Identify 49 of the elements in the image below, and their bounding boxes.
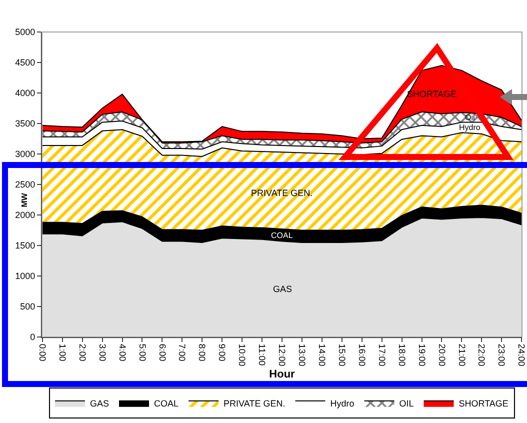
- x-tick-label: 23:00: [496, 344, 507, 366]
- x-tick-label: 11:00: [257, 344, 268, 366]
- x-tick-label: 10:00: [237, 344, 248, 366]
- x-tick-label: 4:00: [117, 344, 128, 362]
- x-tick-label: 20:00: [436, 344, 447, 366]
- legend-label: GAS: [90, 398, 110, 408]
- x-tick-label: 8:00: [197, 344, 208, 362]
- y-axis-title: MW: [20, 192, 29, 208]
- y-tick-label: 1500: [15, 240, 36, 251]
- x-tick-label: 7:00: [177, 344, 188, 362]
- y-tick-label: 1000: [15, 271, 36, 282]
- annotation: Hydro: [459, 123, 481, 132]
- y-tick-label: 5000: [15, 27, 36, 38]
- legend-label: OIL: [399, 398, 414, 408]
- x-tick-label: 22:00: [476, 344, 487, 366]
- x-tick-label: 24:00: [516, 344, 527, 366]
- x-tick-label: 12:00: [277, 344, 288, 366]
- annotation: Oil: [465, 113, 475, 122]
- y-tick-label: 3500: [15, 118, 36, 129]
- y-tick-label: 2000: [15, 210, 36, 220]
- x-tick-label: 6:00: [157, 344, 168, 362]
- annotation: SHORTAGE: [407, 89, 457, 99]
- legend-label: Hydro: [330, 398, 354, 408]
- y-tick-label: 500: [20, 302, 36, 312]
- x-axis-title: Hour: [269, 368, 296, 381]
- y-tick-label: 0: [30, 332, 36, 342]
- x-tick-label: 16:00: [356, 344, 367, 366]
- x-tick-label: 21:00: [456, 344, 467, 366]
- x-tick-label: 17:00: [376, 344, 387, 366]
- x-tick-label: 5:00: [137, 344, 148, 362]
- x-tick-label: 1:00: [57, 344, 68, 362]
- annotation: GAS: [273, 284, 292, 294]
- y-tick-label: 4500: [15, 58, 36, 68]
- legend-label: COAL: [154, 398, 179, 408]
- y-tick-label: 3000: [15, 149, 36, 160]
- x-tick-label: 18:00: [396, 344, 407, 366]
- x-tick-label: 3:00: [97, 344, 108, 362]
- x-tick-label: 15:00: [336, 344, 347, 366]
- legend-label: SHORTAGE: [458, 398, 508, 408]
- x-tick-label: 9:00: [217, 344, 228, 362]
- x-tick-label: 14:00: [317, 344, 328, 366]
- annotation: COAL: [271, 231, 294, 240]
- x-tick-label: 2:00: [77, 344, 88, 362]
- legend-label: PRIVATE GEN.: [224, 398, 286, 408]
- x-tick-label: 13:00: [297, 344, 308, 366]
- y-tick-label: 2500: [15, 180, 36, 190]
- y-tick-label: 4000: [15, 88, 36, 98]
- x-tick-label: 0:00: [37, 344, 48, 362]
- x-tick-label: 19:00: [416, 344, 427, 366]
